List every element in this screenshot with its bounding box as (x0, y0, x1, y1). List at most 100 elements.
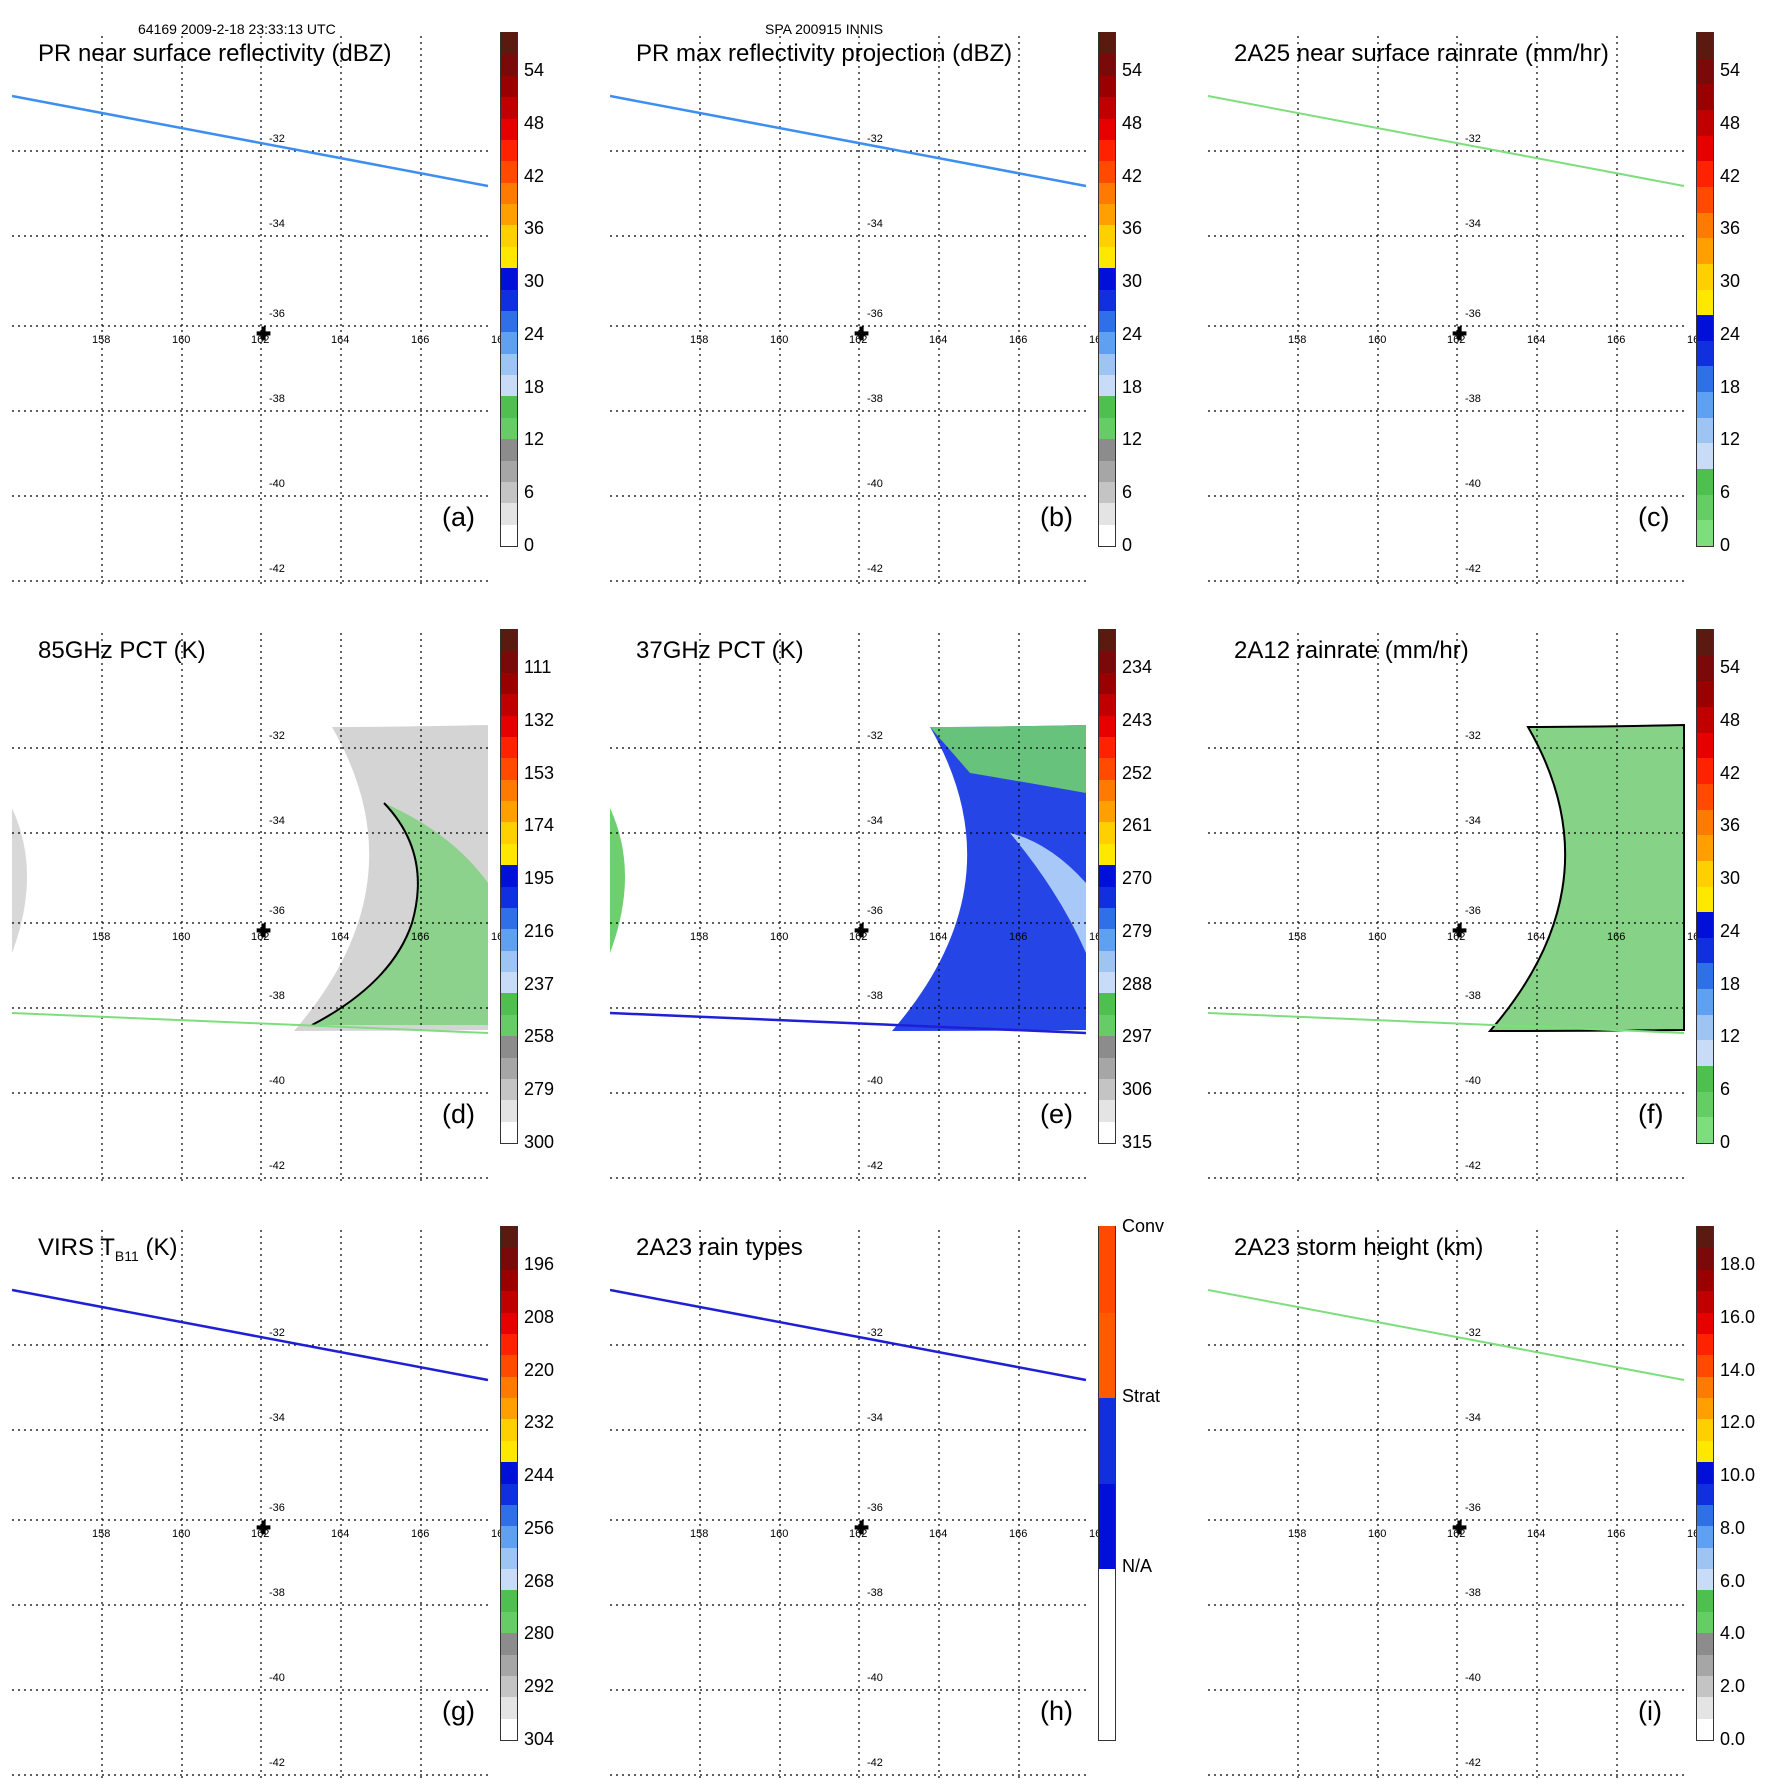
lon-tick-label: 162 (251, 334, 270, 346)
colorbar-segment (1099, 267, 1115, 290)
colorbar-segment (501, 502, 517, 525)
lat-tick-label: -42 (269, 563, 285, 575)
colorbar-segment (1099, 950, 1115, 972)
colorbar-segment (501, 374, 517, 397)
lon-tick-label: 160 (1368, 931, 1387, 943)
colorbar-segment (501, 1311, 517, 1334)
lon-tick-label: 158 (1288, 334, 1307, 346)
lon-tick-label: 158 (690, 334, 709, 346)
colorbar-segment (1697, 1091, 1713, 1118)
colorbar-tick-label: 48 (1122, 112, 1143, 133)
colorbar-segment (1697, 1354, 1713, 1377)
lat-tick-label: -40 (1465, 478, 1481, 490)
colorbar-segment (501, 971, 517, 994)
satellite-track (610, 94, 1087, 188)
colorbar-segment (1099, 885, 1115, 908)
colorbar-segment (1099, 32, 1115, 55)
colorbar-segment (1099, 288, 1115, 311)
colorbar: 54 48 42 36 30 24 18 12 6 0 (1696, 32, 1771, 555)
colorbar-segment (501, 1014, 517, 1037)
panel-i: 158160162164166168-32-34-36-38-40-42✚2A2… (1208, 1226, 1771, 1790)
header-storm-id: SPA 200915 INNIS (765, 21, 884, 37)
colorbar-segment (501, 160, 517, 183)
colorbar-segment (501, 885, 517, 908)
lon-tick-label: 158 (690, 931, 709, 943)
map-plot (610, 1230, 1090, 1780)
colorbar-segment (501, 1121, 517, 1143)
colorbar-segment (1697, 211, 1713, 239)
colorbar-tick-label: 4.0 (1720, 1623, 1746, 1644)
colorbar-segment (501, 1504, 517, 1527)
colorbar-segment (1697, 1696, 1713, 1719)
colorbar-segment (501, 246, 517, 269)
colorbar-segment (1099, 736, 1115, 759)
panel-title: 85GHz PCT (K) (38, 637, 206, 665)
colorbar-segment (1697, 519, 1713, 546)
colorbar-tick-label: 132 (524, 709, 555, 730)
colorbar-segment (501, 139, 517, 162)
colorbar-tick-label: 216 (524, 920, 555, 941)
colorbar-strip (1696, 629, 1714, 1144)
colorbar-tick-label: 36 (1122, 218, 1143, 239)
colorbar-segment (1697, 1290, 1713, 1313)
lat-tick-label: -34 (1465, 815, 1481, 827)
colorbar-segment (1697, 1311, 1713, 1334)
storm-center-marker: ✚ (256, 1518, 272, 1538)
panel-title-text: PR near surface reflectivity (dBZ) (38, 40, 392, 67)
colorbar-segment (501, 800, 517, 823)
colorbar-segment (1697, 135, 1713, 162)
panel-label: (b) (1040, 502, 1073, 532)
colorbar-tick-label: 48 (1720, 709, 1741, 730)
colorbar-segment (501, 331, 517, 354)
colorbar-segment (1697, 860, 1713, 887)
colorbar-segment (1099, 310, 1115, 333)
colorbar-segment (501, 1632, 517, 1655)
colorbar-segment (501, 1269, 517, 1292)
colorbar-tick-label: 256 (524, 1517, 555, 1538)
colorbar-segment (501, 1397, 517, 1420)
colorbar-tick-label: 232 (524, 1412, 555, 1433)
lat-tick-label: -32 (867, 1327, 883, 1339)
colorbar-segment (1099, 992, 1115, 1015)
panel-title: PR near surface reflectivity (dBZ) (38, 40, 391, 68)
lon-tick-label: 166 (411, 931, 430, 943)
colorbar-segment (501, 459, 517, 482)
lat-tick-label: -32 (867, 730, 883, 742)
colorbar-tick-label: 196 (524, 1254, 555, 1274)
satellite-track (12, 1288, 489, 1382)
colorbar-tick-label: 258 (524, 1026, 555, 1047)
colorbar-segment (1697, 263, 1713, 290)
lat-tick-label: -40 (1465, 1075, 1481, 1087)
lon-tick-label: 164 (929, 931, 948, 943)
lat-tick-label: -36 (1465, 1502, 1481, 1514)
colorbar-tick-label: 288 (1122, 973, 1153, 994)
colorbar-segment (1697, 1333, 1713, 1356)
colorbar-segment (1099, 1121, 1115, 1143)
colorbar-segment (1099, 1311, 1115, 1398)
colorbar-strip (1696, 1226, 1714, 1741)
colorbar-tick-label: 174 (524, 815, 555, 836)
colorbar-tick-label: Strat (1122, 1386, 1161, 1406)
colorbar-segment (1697, 1568, 1713, 1591)
colorbar-segment (1099, 672, 1115, 695)
colorbar-segment (501, 736, 517, 759)
colorbar-tick-label: 12.0 (1720, 1412, 1756, 1433)
colorbar-tick-label: 6.0 (1720, 1570, 1746, 1591)
colorbar-segment (1099, 779, 1115, 801)
lon-tick-label: 162 (849, 334, 868, 346)
colorbar-tick-label: 261 (1122, 815, 1153, 836)
colorbar-segment (501, 53, 517, 76)
storm-center-marker: ✚ (256, 921, 272, 941)
colorbar-segment (1697, 1547, 1713, 1569)
lat-tick-label: -38 (1465, 393, 1481, 405)
lat-tick-label: -38 (1465, 990, 1481, 1002)
rain-region (312, 803, 488, 1025)
colorbar-segment (1697, 32, 1713, 59)
colorbar-strip (500, 32, 518, 547)
colorbar-segment (501, 843, 517, 866)
colorbar-segment (1099, 246, 1115, 269)
lat-tick-label: -42 (1465, 563, 1481, 575)
colorbar-segment (501, 1589, 517, 1612)
panel-f: 158160162164166168-32-34-36-38-40-42✚2A1… (1208, 629, 1771, 1193)
panel-title: 2A23 rain types (636, 1234, 803, 1262)
